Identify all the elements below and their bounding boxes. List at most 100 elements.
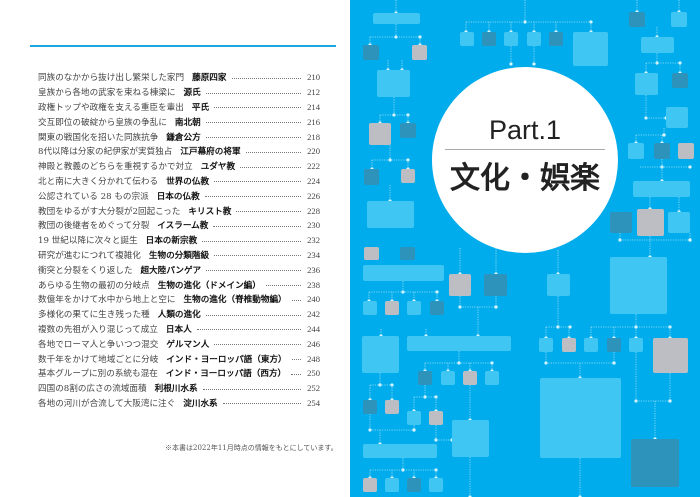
entry-title: イスラーム教 <box>157 221 209 232</box>
flow-box <box>364 169 379 185</box>
entry-title: 江戸幕府の将軍 <box>180 147 241 158</box>
toc-entry[interactable]: 数億年をかけて水中から地上と空に 生物の進化（脊椎動物編） 240 <box>38 292 320 307</box>
toc-entry[interactable]: 四国の8割の広さの流域面積 利根川水系 252 <box>38 381 320 396</box>
flow-box <box>407 336 511 351</box>
entry-page: 250 <box>307 368 320 379</box>
leader-dots <box>206 270 301 272</box>
entry-title: 生物の進化（脊椎動物編） <box>183 295 287 306</box>
toc-entry[interactable]: 研究が進むにつれて複雑化 生物の分類階級 234 <box>38 248 320 263</box>
connector-dot <box>688 165 692 169</box>
toc-entry[interactable]: 衝突と分裂をくり返した 超大陸パンゲア 236 <box>38 262 320 277</box>
connector-dot <box>532 62 536 66</box>
connector-dot <box>494 305 498 309</box>
part-title-page <box>350 0 700 497</box>
entry-page: 234 <box>307 249 320 260</box>
entry-description: 研究が進むにつれて複雑化 <box>38 250 141 261</box>
flow-box <box>607 338 621 352</box>
flow-box <box>429 478 443 492</box>
connector-dot <box>523 20 527 24</box>
flow-box <box>573 32 608 66</box>
toc-entry[interactable]: 数千年をかけて地域ごとに分岐 インド・ヨーロッパ語（東方） 248 <box>38 351 320 366</box>
flow-box <box>641 37 674 53</box>
connector-dot <box>392 113 396 117</box>
toc-entry[interactable]: 各地の河川が合流して大阪湾に注ぐ 淀川水系 254 <box>38 396 320 411</box>
entry-title: インド・ヨーロッパ語（東方） <box>166 354 287 365</box>
flow-box <box>429 411 443 425</box>
entry-page: 236 <box>307 264 320 275</box>
connector-dot <box>668 399 672 403</box>
entry-title: 日本の新宗教 <box>145 236 198 247</box>
flow-box <box>482 32 496 46</box>
flow-box <box>666 107 688 128</box>
entry-page: 228 <box>307 205 320 216</box>
entry-description: 各地の河川が合流して大阪湾に注ぐ <box>38 398 176 409</box>
leader-dots <box>291 359 301 361</box>
leader-dots <box>214 344 301 346</box>
entry-description: 各地でローマ人と争いつつ混交 <box>38 339 159 350</box>
flow-box <box>539 338 553 352</box>
flow-box <box>628 143 644 159</box>
flow-box <box>463 371 477 385</box>
toc-page: 同族のなかから抜け出し繁栄した家門 藤原四家 210 皇族から各地の武家を束ねる棟梁に… <box>30 45 338 452</box>
entry-description: 政権トップや政権を支える重臣を輩出 <box>38 102 184 113</box>
toc-entry[interactable]: 北と南に大きく分かれて伝わる 世界の仏教 224 <box>38 174 320 189</box>
leader-dots <box>204 196 301 198</box>
toc-entry[interactable]: 同族のなかから抜け出し繁栄した家門 藤原四家 210 <box>38 70 320 85</box>
entry-description: 交互即位の破綻から皇族の争乱に <box>38 117 167 128</box>
flow-box <box>363 265 444 281</box>
entry-title: インド・ヨーロッパ語（西方） <box>165 369 287 380</box>
entry-description: 皇族から各地の武家を束ねる棟梁に <box>38 88 176 99</box>
entry-description: 8代以降は分家の紀伊家が実質独占 <box>38 147 173 158</box>
entry-description: 北と南に大きく分かれて伝わる <box>38 176 159 187</box>
flow-box <box>629 338 643 352</box>
entry-description: 神殿と教義のどちらを重視するかで対立 <box>38 162 193 173</box>
leader-dots <box>213 225 301 227</box>
toc-entry[interactable]: あらゆる生物の最初の分岐点 生物の進化（ドメイン編） 238 <box>38 277 320 292</box>
entry-title: 淀川水系 <box>183 398 218 409</box>
leader-dots <box>222 403 301 405</box>
leader-dots <box>205 92 301 94</box>
toc-entry[interactable]: 8代以降は分家の紀伊家が実質独占 江戸幕府の将軍 220 <box>38 144 320 159</box>
toc-entry[interactable]: 多様化の果てに生き残った種 人類の進化 242 <box>38 307 320 322</box>
entry-description: 19 世紀以降に次々と誕生 <box>38 236 138 247</box>
toc-entry[interactable]: 皇族から各地の武家を束ねる棟梁に 源氏 212 <box>38 85 320 100</box>
toc-entry[interactable]: 基本グループに別の系統も混在 インド・ヨーロッパ語（西方） 250 <box>38 366 320 381</box>
connector-dot <box>423 395 427 399</box>
toc-entry[interactable]: 複数の先祖が入り混じって成立 日本人 244 <box>38 322 320 337</box>
connector-dot <box>401 468 405 472</box>
flow-box <box>637 209 664 236</box>
entry-page: 244 <box>307 323 320 334</box>
toc-entry[interactable]: 政権トップや政権を支える重臣を輩出 平氏 214 <box>38 100 320 115</box>
leader-dots <box>214 255 301 257</box>
entry-description: 四国の8割の広さの流域面積 <box>38 384 147 395</box>
flow-box <box>407 301 421 315</box>
toc-entry[interactable]: 教団をゆるがす大分裂が2回起こった キリスト教 228 <box>38 203 320 218</box>
toc-entry[interactable]: 関東の戦国化を招いた同族抗争 鎌倉公方 218 <box>38 129 320 144</box>
entry-title: 日本の仏教 <box>156 191 200 202</box>
toc-entry[interactable]: 各地でローマ人と争いつつ混交 ゲルマン人 246 <box>38 336 320 351</box>
toc-entry[interactable]: 教団の後継者をめぐって分裂 イスラーム教 230 <box>38 218 320 233</box>
part-title-circle: Part.1 文化・娯楽 <box>432 67 618 253</box>
flow-box <box>385 478 399 492</box>
flowchart-decoration <box>362 0 694 497</box>
toc-entry[interactable]: 公認されている 28 もの宗派 日本の仏教 226 <box>38 188 320 203</box>
entry-page: 232 <box>307 235 320 246</box>
connector-dot <box>634 325 638 329</box>
flow-box <box>547 274 570 296</box>
entry-title: 源氏 <box>183 88 201 99</box>
flow-box <box>363 478 377 492</box>
flow-box <box>671 12 687 27</box>
entry-title: 平氏 <box>191 102 210 113</box>
title-rule <box>445 149 605 150</box>
entry-page: 246 <box>307 338 320 349</box>
entry-page: 218 <box>307 131 320 142</box>
flow-box <box>418 371 432 385</box>
entry-title: 日本人 <box>165 324 192 335</box>
entry-page: 242 <box>307 309 320 320</box>
toc-entry[interactable]: 神殿と教義のどちらを重視するかで対立 ユダヤ教 222 <box>38 159 320 174</box>
flow-box <box>400 123 416 138</box>
leader-dots <box>231 77 301 79</box>
connector-dot <box>509 62 513 66</box>
toc-entry[interactable]: 交互即位の破綻から皇族の争乱に 南北朝 216 <box>38 114 320 129</box>
toc-entry[interactable]: 19 世紀以降に次々と誕生 日本の新宗教 232 <box>38 233 320 248</box>
